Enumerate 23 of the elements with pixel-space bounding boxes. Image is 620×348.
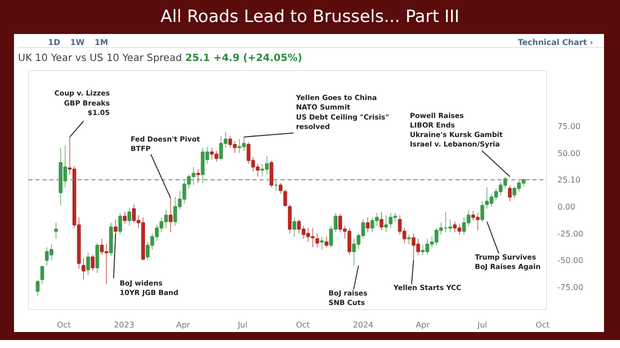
ref-line-label: 25.10	[558, 176, 580, 185]
x-tick-label: Apr	[176, 320, 191, 330]
x-tick-label: Jul	[476, 320, 488, 330]
text: Technical Chart ›	[518, 37, 593, 49]
text: 25.1 +4.9 (+24.05%)	[185, 53, 302, 64]
y-tick-label: -75.00	[558, 282, 584, 292]
chart-title: All Roads Lead to Brussels... Part III	[160, 6, 460, 29]
x-tick-label: Oct	[296, 320, 310, 330]
y-tick-label: 50.00	[558, 149, 580, 158]
y-tick-label: 75.00	[558, 122, 580, 132]
x-tick-label: 2023	[114, 320, 134, 330]
x-tick-label: Apr	[416, 320, 430, 330]
x-tick-label: Oct	[56, 320, 71, 330]
text: 1M	[94, 38, 108, 47]
chart-subtitle: UK 10 Year vs US 10 Year Spread	[18, 53, 182, 64]
y-tick-label: -25.00	[558, 229, 584, 238]
y-tick-label: -50.00	[558, 256, 584, 266]
text: 1D	[48, 38, 60, 47]
text: 1W	[70, 38, 85, 47]
x-tick-label: 2024	[352, 320, 374, 330]
x-tick-label: Oct	[536, 320, 550, 330]
x-tick-label: Jul	[236, 320, 248, 330]
y-tick-label: 0.00	[558, 202, 576, 212]
